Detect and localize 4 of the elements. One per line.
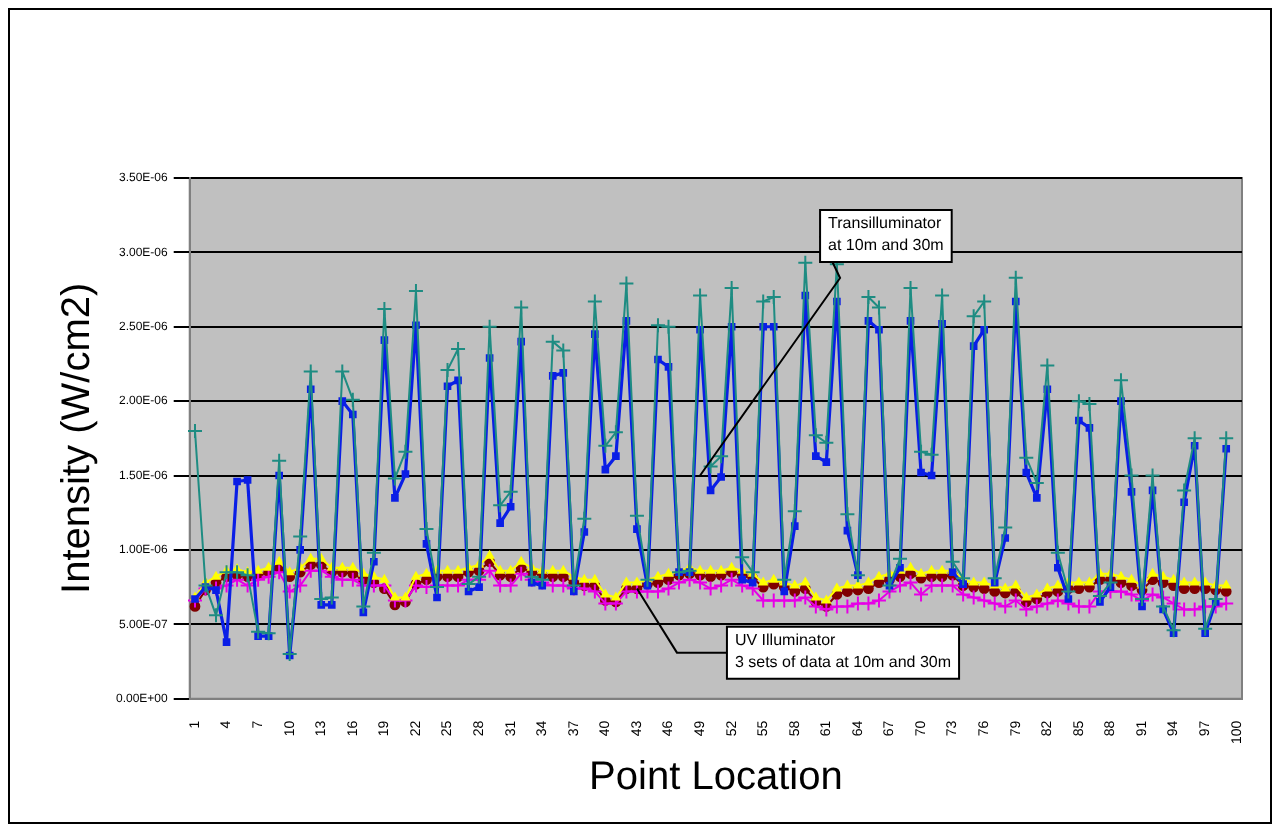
x-axis-title: Point Location <box>589 755 843 800</box>
y-axis-title: Intensity (W/cm2) <box>55 282 100 594</box>
annotation: Transilluminator at 10m and 30m <box>828 214 945 255</box>
annotation: UV Illuminator 3 sets of data at 10m and 30m <box>734 631 952 672</box>
